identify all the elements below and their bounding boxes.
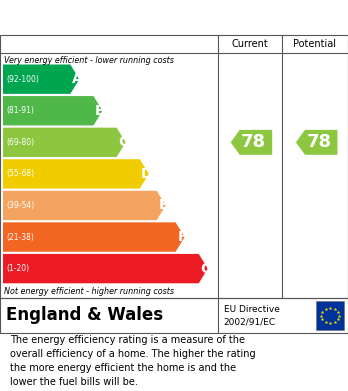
Polygon shape [3, 159, 149, 188]
Polygon shape [3, 127, 126, 157]
Text: Not energy efficient - higher running costs: Not energy efficient - higher running co… [4, 287, 174, 296]
Text: C: C [119, 135, 129, 149]
Polygon shape [3, 65, 79, 94]
Text: 78: 78 [306, 133, 332, 151]
Text: The energy efficiency rating is a measure of the
overall efficiency of a home. T: The energy efficiency rating is a measur… [10, 335, 256, 387]
Polygon shape [3, 222, 184, 252]
Text: (21-38): (21-38) [6, 233, 34, 242]
Text: (39-54): (39-54) [6, 201, 34, 210]
Text: E: E [159, 199, 168, 212]
Text: (92-100): (92-100) [6, 75, 39, 84]
Text: G: G [200, 262, 212, 276]
Text: Current: Current [231, 39, 268, 49]
Text: (69-80): (69-80) [6, 138, 34, 147]
Text: (55-68): (55-68) [6, 169, 34, 178]
Polygon shape [3, 254, 208, 283]
Text: Energy Efficiency Rating: Energy Efficiency Rating [10, 10, 232, 25]
Text: F: F [178, 230, 187, 244]
Text: B: B [95, 104, 106, 118]
Text: A: A [72, 72, 83, 86]
Polygon shape [3, 191, 166, 220]
Text: 2002/91/EC: 2002/91/EC [223, 317, 276, 326]
Text: England & Wales: England & Wales [6, 307, 163, 325]
Bar [316, 301, 344, 330]
Polygon shape [3, 96, 103, 126]
Text: D: D [141, 167, 152, 181]
Text: (1-20): (1-20) [6, 264, 29, 273]
Text: (81-91): (81-91) [6, 106, 34, 115]
Text: EU Directive: EU Directive [223, 305, 279, 314]
Polygon shape [296, 130, 338, 155]
Polygon shape [231, 130, 272, 155]
Text: Potential: Potential [293, 39, 337, 49]
Text: Very energy efficient - lower running costs: Very energy efficient - lower running co… [4, 56, 174, 65]
Text: 78: 78 [241, 133, 266, 151]
